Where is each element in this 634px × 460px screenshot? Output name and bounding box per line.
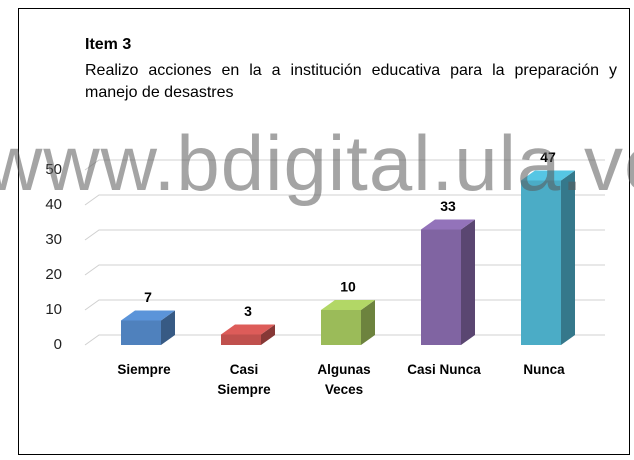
bar-side bbox=[561, 170, 575, 345]
bar-top bbox=[521, 170, 575, 181]
grid-line bbox=[84, 194, 605, 206]
data-label: 33 bbox=[440, 198, 456, 214]
frame bbox=[18, 8, 630, 455]
x-tick-label: Casi Siempre bbox=[217, 362, 271, 397]
x-tick-label: Algunas Veces bbox=[317, 362, 371, 397]
bar-top bbox=[221, 324, 275, 335]
bar-side bbox=[361, 300, 375, 345]
chart-subtitle: Realizo acciones en la a institución edu… bbox=[85, 62, 617, 101]
bar-top bbox=[421, 219, 475, 230]
y-tick-label: 0 bbox=[54, 336, 62, 353]
bar bbox=[421, 229, 461, 345]
bar-side bbox=[461, 219, 475, 345]
watermark: www.bdigital.ula.ve bbox=[0, 119, 634, 207]
x-tick-label: Casi Nunca bbox=[407, 362, 481, 377]
y-tick-label: 30 bbox=[45, 231, 62, 248]
chart-title: Item 3 bbox=[85, 36, 132, 53]
x-tick-label: Nunca bbox=[523, 362, 565, 377]
grid-line bbox=[84, 159, 605, 171]
bar bbox=[121, 320, 161, 345]
y-tick-label: 20 bbox=[45, 266, 62, 283]
x-tick-label: Siempre bbox=[117, 362, 171, 377]
data-label: 10 bbox=[340, 279, 356, 295]
y-tick-label: 10 bbox=[45, 301, 62, 318]
y-tick-label: 50 bbox=[45, 161, 62, 178]
bar bbox=[321, 310, 361, 345]
bar bbox=[521, 180, 561, 345]
data-label: 7 bbox=[144, 289, 152, 305]
bar-side bbox=[161, 310, 175, 345]
data-label: 3 bbox=[244, 303, 252, 319]
y-tick-label: 40 bbox=[45, 196, 62, 213]
bar-side bbox=[261, 324, 275, 345]
bar-top bbox=[121, 310, 175, 321]
data-label: 47 bbox=[540, 149, 556, 165]
bar bbox=[221, 334, 261, 345]
bar-top bbox=[321, 300, 375, 310]
